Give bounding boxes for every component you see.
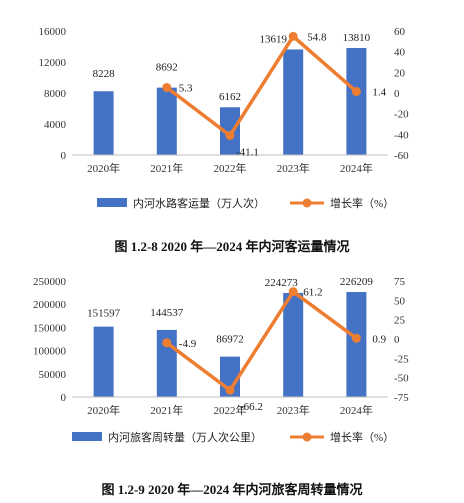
right-axis-tick-label: 50 — [394, 295, 406, 307]
growth-rate-label: 61.2 — [303, 287, 322, 299]
growth-rate-label: 0.9 — [372, 333, 386, 345]
left-axis-tick-label: 4000 — [44, 119, 67, 131]
growth-rate-point — [351, 333, 361, 343]
left-axis-tick-label: 150000 — [33, 322, 67, 334]
legend-bar-swatch — [97, 198, 127, 207]
legend-line-marker — [302, 432, 312, 442]
bar-value-label: 13619 — [259, 33, 287, 45]
left-axis-tick-label: 8000 — [44, 88, 67, 100]
growth-rate-line — [165, 289, 358, 392]
right-axis-tick-label: 40 — [394, 47, 406, 59]
passenger-volume-figure: 16000 12000 8000 4000 0 60 40 20 0 -20 -40 -60 2020年… — [39, 26, 410, 254]
left-axis-tick-label: 0 — [61, 150, 67, 162]
legend-bar-label: 内河水路客运量（万人次） — [133, 196, 265, 210]
left-axis-tick-label: 100000 — [33, 346, 67, 358]
legend-bar-label: 内河旅客周转量（万人次公里） — [108, 430, 262, 444]
bar-value-label: 151597 — [87, 308, 121, 320]
bar-value-label: 8692 — [156, 62, 178, 74]
right-axis-tick-label: -20 — [394, 109, 409, 121]
passenger-turnover-figure: 250000 200000 150000 100000 50000 0 75 50 25 0 -25… — [0, 262, 464, 503]
right-axis-tick-label: -60 — [394, 150, 409, 162]
growth-rate-point — [288, 31, 298, 41]
legend-line-label: 增长率（%） — [330, 196, 394, 210]
legend-line-marker — [302, 198, 312, 208]
bar — [283, 292, 304, 397]
growth-rate-point — [288, 287, 298, 297]
growth-rate-point — [162, 338, 172, 348]
legend-bar-swatch — [72, 432, 102, 441]
x-axis-tick-label: 2022年 — [214, 403, 247, 417]
passenger-volume-chart: 16000 12000 8000 4000 0 60 40 20 0 -20 -40 -60 2020年… — [39, 26, 410, 210]
chart-caption: 图 1.2-8 2020 年—2024 年内河客运量情况 — [114, 239, 350, 254]
growth-rate-label: 54.8 — [307, 31, 327, 43]
x-axis-tick-label: 2024年 — [340, 161, 373, 175]
bar — [93, 326, 114, 397]
growth-rate-point — [162, 83, 172, 93]
right-axis-tick-label: 25 — [394, 315, 406, 327]
left-axis-tick-label: 200000 — [33, 299, 67, 311]
right-axis-tick-label: 60 — [394, 26, 406, 38]
x-axis-tick-label: 2022年 — [214, 161, 247, 175]
bar-value-label: 13810 — [343, 32, 371, 44]
right-axis-tick-label: 0 — [394, 334, 400, 346]
bar — [346, 47, 367, 155]
chart-caption: 图 1.2-9 2020 年—2024 年内河旅客周转量情况 — [101, 482, 363, 497]
left-axis-tick-label: 50000 — [39, 369, 67, 381]
x-axis-tick-label: 2021年 — [150, 403, 183, 417]
growth-rate-point — [225, 130, 235, 140]
x-axis-tick-label: 2021年 — [150, 161, 183, 175]
left-axis-tick-label: 0 — [61, 392, 67, 404]
growth-rate-point — [351, 87, 361, 97]
right-axis-tick-label: 20 — [394, 67, 406, 79]
bar — [156, 87, 177, 155]
bar-value-label: 8228 — [93, 68, 116, 80]
growth-rate-label: 5.3 — [179, 83, 193, 95]
left-axis-tick-label: 16000 — [39, 26, 67, 38]
x-axis-tick-label: 2020年 — [87, 161, 120, 175]
bar — [93, 91, 114, 155]
bar-value-label: 144537 — [150, 307, 184, 319]
right-axis-tick-label: 0 — [394, 88, 400, 100]
bar-value-label: 6162 — [219, 91, 241, 103]
left-axis-tick-label: 250000 — [33, 276, 67, 288]
left-axis-tick-label: 12000 — [39, 57, 67, 69]
growth-rate-label: -41.1 — [236, 146, 259, 158]
bar-value-label: 224273 — [265, 277, 299, 289]
x-axis-tick-label: 2024年 — [340, 403, 373, 417]
legend-line-label: 增长率（%） — [330, 430, 394, 444]
right-axis-tick-label: -75 — [394, 392, 409, 404]
bar-value-label: 226209 — [340, 276, 374, 288]
bar — [346, 292, 367, 397]
x-axis-tick-label: 2020年 — [87, 403, 120, 417]
x-axis-tick-label: 2023年 — [277, 403, 310, 417]
growth-rate-line — [165, 34, 358, 138]
right-axis-tick-label: -40 — [394, 129, 409, 141]
growth-rate-label: -66.2 — [240, 401, 263, 413]
passenger-turnover-chart: 250000 200000 150000 100000 50000 0 75 50 25 0 -25… — [33, 276, 409, 444]
growth-rate-label: 1.4 — [372, 87, 386, 99]
right-axis-tick-label: -50 — [394, 373, 409, 385]
growth-rate-point — [225, 385, 235, 395]
growth-rate-label: -4.9 — [179, 338, 197, 350]
right-axis-tick-label: -25 — [394, 353, 409, 365]
bar-value-label: 86972 — [216, 334, 244, 346]
right-axis-tick-label: 75 — [394, 276, 406, 288]
bar — [283, 49, 304, 155]
x-axis-tick-label: 2023年 — [277, 161, 310, 175]
